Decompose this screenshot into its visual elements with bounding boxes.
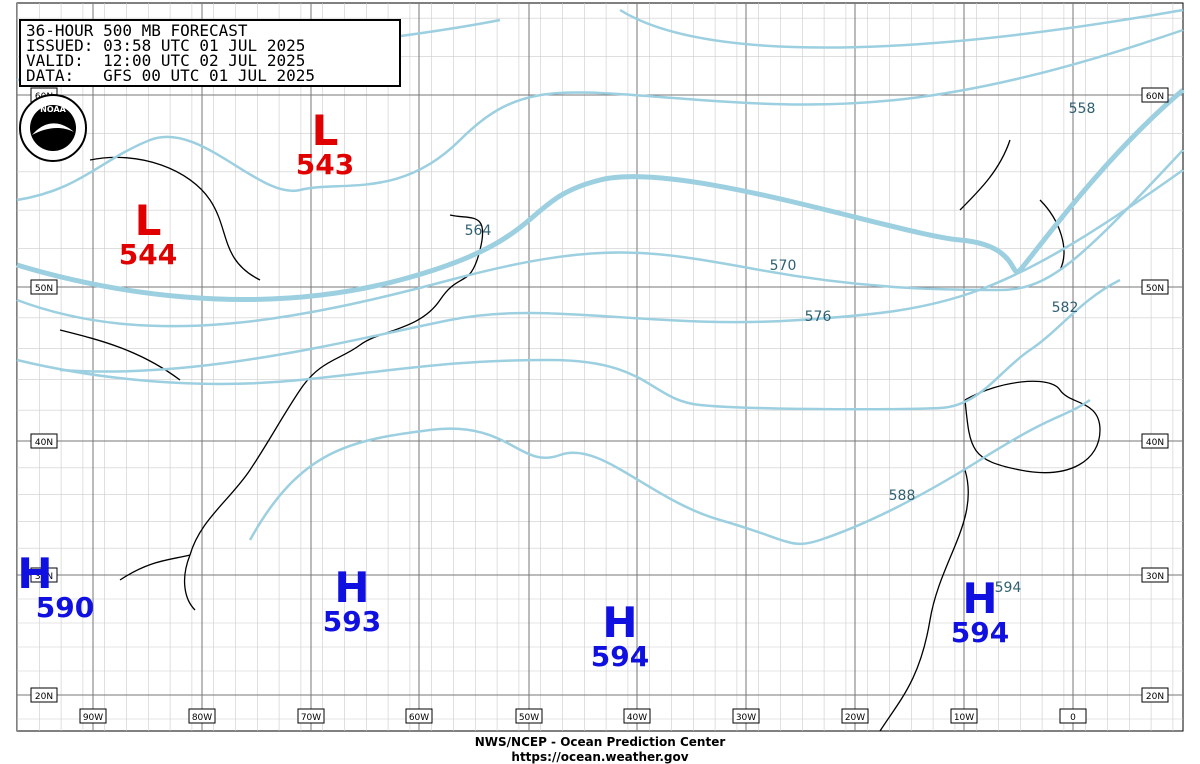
footer-line: NWS/NCEP - Ocean Prediction Center (475, 735, 726, 749)
latitude-label-box (30, 687, 58, 703)
contour-label: 576 (805, 309, 832, 325)
contour-label: 558 (1069, 101, 1096, 117)
latitude-label-box (30, 279, 58, 295)
center-value: 594 (951, 616, 1009, 649)
contour-line (16, 88, 1185, 302)
logo-text: NOAA (40, 105, 66, 114)
longitude-label-box (732, 708, 760, 724)
contours (16, 8, 1185, 546)
latitude-label: 40N (1146, 438, 1164, 448)
contour-label: 570 (770, 258, 797, 274)
latitude-label-box (1141, 567, 1169, 583)
contour-label: 594 (995, 580, 1022, 596)
latitude-label-box (30, 567, 58, 583)
center-symbol: H (17, 549, 52, 598)
longitude-label: 90W (83, 713, 103, 723)
contour-label: 564 (465, 223, 492, 239)
footer-line: https://ocean.weather.gov (511, 750, 688, 764)
longitude-label-box (1059, 708, 1087, 724)
longitude-label: 60W (409, 713, 429, 723)
center-value: 593 (323, 605, 381, 638)
latitude-label: 20N (1146, 692, 1164, 702)
latitude-label: 60N (1146, 92, 1164, 102)
contour-label: 582 (1052, 300, 1079, 316)
longitude-label-box (515, 708, 543, 724)
logo: NOAA (19, 94, 87, 162)
coastline (959, 139, 1065, 271)
labels: 60N60N50N50N40N40N30N30N20N20N90W80W70W6… (17, 87, 1169, 724)
header-line: ISSUED: 03:58 UTC 01 JUL 2025 (26, 36, 305, 55)
longitude-label: 30W (736, 713, 756, 723)
longitude-label: 50W (519, 713, 539, 723)
coastline (59, 156, 261, 381)
longitude-label: 80W (192, 713, 212, 723)
longitude-label-box (950, 708, 978, 724)
latitude-label: 30N (1146, 572, 1164, 582)
latitude-label-box (1141, 279, 1169, 295)
center-symbol: L (312, 106, 339, 155)
latitude-label-box (30, 433, 58, 449)
map-frame (16, 2, 1184, 732)
header-box: 36-HOUR 500 MB FORECAST ISSUED: 03:58 UT… (19, 19, 401, 87)
longitude-label-box (188, 708, 216, 724)
longitude-label-box (79, 708, 107, 724)
longitude-label-box (405, 708, 433, 724)
longitude-label-box (623, 708, 651, 724)
latitude-label-box (1141, 687, 1169, 703)
header-line: DATA: GFS 00 UTC 01 JUL 2025 (26, 66, 315, 85)
longitude-label: 40W (627, 713, 647, 723)
center-symbol: H (602, 598, 637, 647)
longitude-label: 20W (845, 713, 865, 723)
latitude-label-box (1141, 87, 1169, 103)
longitude-label-box (841, 708, 869, 724)
center-value: 543 (296, 148, 354, 181)
center-value: 544 (119, 238, 177, 271)
center-value: 590 (36, 591, 94, 624)
center-symbol: H (334, 563, 369, 612)
latitude-label: 40N (35, 438, 53, 448)
longitude-label: 10W (954, 713, 974, 723)
center-symbol: L (135, 196, 162, 245)
header-line: VALID: 12:00 UTC 02 JUL 2025 (26, 51, 305, 70)
contour-line (248, 398, 1091, 546)
contour-label: 588 (889, 488, 916, 504)
contour-line (59, 168, 1184, 373)
header-line: 36-HOUR 500 MB FORECAST (26, 21, 248, 40)
contour-line (16, 149, 1184, 328)
center-symbol: H (962, 574, 997, 623)
logo-bird (32, 123, 74, 135)
latitude-label: 50N (1146, 284, 1164, 294)
contour-line (16, 28, 1184, 202)
latitude-label: 20N (35, 692, 53, 702)
contour-line (16, 278, 1121, 411)
header-frame (19, 19, 401, 87)
coastline (119, 554, 196, 611)
longitude-label: 70W (301, 713, 321, 723)
longitude-label: 0 (1070, 713, 1076, 723)
latitude-label: 50N (35, 284, 53, 294)
latitude-label: 30N (35, 572, 53, 582)
longitude-label-box (297, 708, 325, 724)
latitude-label-box (1141, 433, 1169, 449)
center-value: 594 (591, 640, 649, 673)
